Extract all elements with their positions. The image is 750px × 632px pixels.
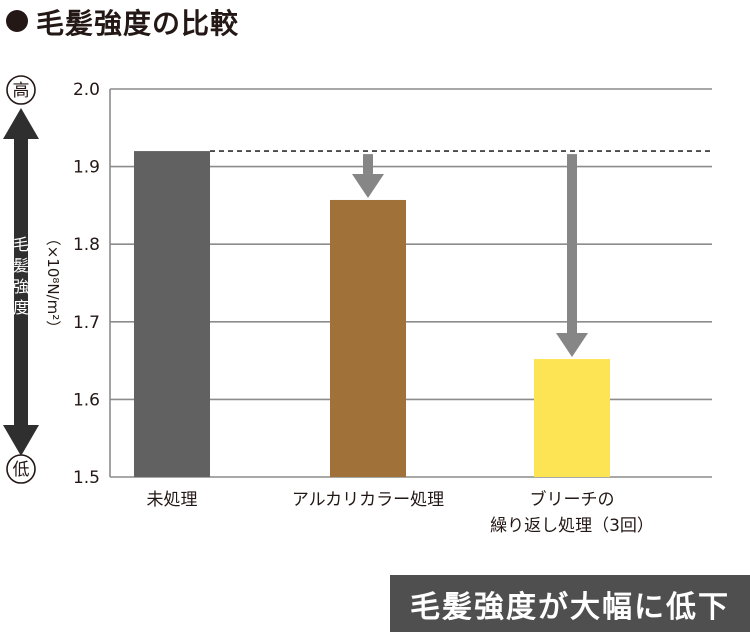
drop-arrow-shaft: [567, 154, 577, 334]
y-axis-label-char: 毛: [13, 235, 29, 254]
high-label-circle: [6, 75, 36, 105]
scale-arrow-shaft: [14, 137, 28, 427]
drop-arrow-shaft: [363, 154, 373, 174]
bullet-icon: [6, 10, 28, 32]
grid-lines: [109, 88, 712, 478]
strength-scale: 高 低 毛髪強度 （×10⁸N/m²）: [3, 75, 62, 484]
y-tick-label: 1.9: [73, 158, 100, 178]
drop-arrows: [352, 154, 588, 358]
x-category-label: アルカリカラー処理: [292, 490, 444, 510]
x-category-label: ブリーチの: [530, 489, 615, 510]
bar: [534, 359, 610, 477]
bars: [134, 151, 610, 477]
chart-title-text: 毛髪強度の比較: [36, 7, 240, 40]
bar: [134, 151, 210, 477]
scale-arrow-down-head: [3, 425, 39, 456]
y-tick-label: 2.0: [73, 80, 100, 100]
y-axis-label-char: 髪: [13, 256, 29, 275]
x-category-label: 未処理: [147, 490, 198, 510]
y-tick-label: 1.5: [73, 468, 100, 488]
scale-arrow-up-head: [3, 108, 39, 139]
y-tick-label: 1.8: [73, 235, 100, 255]
drop-arrow-head: [556, 333, 588, 358]
y-axis-label-char: 度: [13, 298, 29, 317]
y-tick-labels: 1.5 1.6 1.7 1.8 1.9 2.0: [73, 80, 100, 488]
high-label: 高: [13, 81, 30, 101]
conclusion-callout: 毛髪強度が大幅に低下: [390, 575, 750, 632]
y-tick-label: 1.7: [73, 313, 100, 333]
y-tick-label: 1.6: [73, 390, 100, 410]
x-category-label: 繰り返し処理（3回）: [490, 516, 654, 536]
low-label: 低: [13, 460, 30, 480]
chart-title: 毛髪強度の比較: [6, 2, 239, 42]
drop-arrow-head: [352, 173, 384, 198]
bar: [330, 199, 406, 477]
y-axis-label-char: 強: [13, 277, 29, 296]
y-axis-label: 毛髪強度: [13, 235, 29, 317]
y-axis-unit: （×10⁸N/m²）: [44, 231, 62, 336]
